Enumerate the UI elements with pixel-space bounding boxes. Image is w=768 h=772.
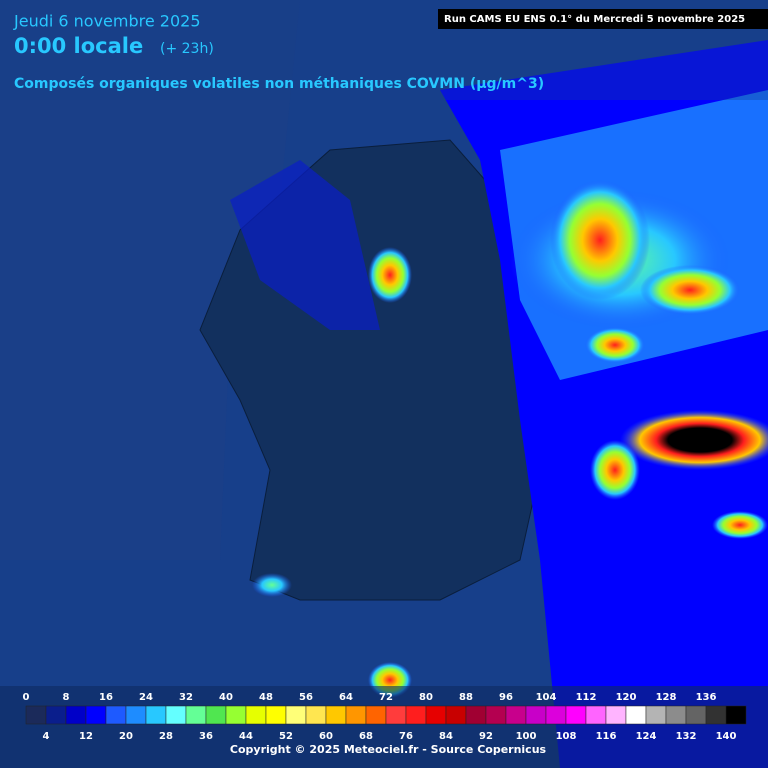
legend-swatch (85, 705, 107, 725)
legend-swatch (345, 705, 367, 725)
legend-label: 52 (279, 731, 293, 742)
legend-swatch (105, 705, 127, 725)
legend-label: 72 (379, 692, 393, 703)
legend-swatch (605, 705, 627, 725)
legend-swatch (365, 705, 387, 725)
legend-swatch (265, 705, 287, 725)
subtitle: Composés organiques volatiles non méthan… (14, 76, 544, 92)
hotspot (712, 511, 768, 539)
legend-swatch (165, 705, 187, 725)
legend-swatch (645, 705, 667, 725)
legend-swatch (685, 705, 707, 725)
legend-swatch (145, 705, 167, 725)
legend-label: 80 (419, 692, 433, 703)
legend-label: 84 (439, 731, 453, 742)
legend-swatch (305, 705, 327, 725)
legend-swatch (705, 705, 727, 725)
legend-label: 92 (479, 731, 493, 742)
legend-label: 48 (259, 692, 273, 703)
legend-label: 4 (43, 731, 50, 742)
legend-swatch (425, 705, 447, 725)
legend-swatch (565, 705, 587, 725)
hotspot (620, 410, 768, 470)
legend-label: 116 (596, 731, 617, 742)
legend-label: 128 (656, 692, 677, 703)
legend-swatch (205, 705, 227, 725)
legend-label: 12 (79, 731, 93, 742)
hotspot (550, 180, 650, 300)
run: Run CAMS EU ENS 0.1° du Mercredi 5 novem… (444, 14, 745, 25)
legend-label: 112 (576, 692, 597, 703)
legend-label: 60 (319, 731, 333, 742)
hotspot (368, 247, 412, 303)
legend-label: 96 (499, 692, 513, 703)
legend-label: 140 (716, 731, 737, 742)
legend-label: 100 (516, 731, 537, 742)
hotspot (585, 327, 645, 363)
legend-swatch (225, 705, 247, 725)
north-plume (230, 160, 380, 330)
legend-swatch (385, 705, 407, 725)
date: Jeudi 6 novembre 2025 (13, 12, 201, 31)
legend-swatch (525, 705, 547, 725)
legend-swatch (185, 705, 207, 725)
legend-swatch (625, 705, 647, 725)
legend-swatch (725, 705, 747, 725)
legend: 0481216202428323640444852566064687276808… (23, 692, 747, 742)
legend-label: 76 (399, 731, 413, 742)
legend-label: 56 (299, 692, 313, 703)
legend-swatch (485, 705, 507, 725)
hotspot (252, 573, 292, 597)
legend-label: 108 (556, 731, 577, 742)
hotspot (590, 440, 640, 500)
legend-swatch (445, 705, 467, 725)
legend-label: 120 (616, 692, 637, 703)
legend-label: 88 (459, 692, 473, 703)
legend-swatch (285, 705, 307, 725)
run-box (438, 9, 768, 29)
legend-swatch (325, 705, 347, 725)
legend-label: 132 (676, 731, 697, 742)
legend-swatch (585, 705, 607, 725)
offset: (+ 23h) (160, 41, 214, 57)
legend-swatch (405, 705, 427, 725)
legend-label: 64 (339, 692, 353, 703)
legend-swatch (505, 705, 527, 725)
legend-label: 124 (636, 731, 657, 742)
legend-label: 20 (119, 731, 133, 742)
legend-label: 24 (139, 692, 153, 703)
legend-label: 28 (159, 731, 173, 742)
legend-label: 104 (536, 692, 557, 703)
legend-label: 44 (239, 731, 253, 742)
hotspot (640, 265, 740, 315)
legend-swatch (665, 705, 687, 725)
legend-swatch (465, 705, 487, 725)
legend-swatch (65, 705, 87, 725)
legend-swatch (25, 705, 47, 725)
legend-label: 16 (99, 692, 113, 703)
legend-label: 32 (179, 692, 193, 703)
legend-swatch (245, 705, 267, 725)
legend-swatch (125, 705, 147, 725)
legend-swatch (545, 705, 567, 725)
copyright: Copyright © 2025 Meteociel.fr - Source C… (230, 743, 547, 756)
legend-label: 8 (63, 692, 70, 703)
legend-label: 136 (696, 692, 717, 703)
legend-label: 36 (199, 731, 213, 742)
ocean (0, 0, 300, 560)
legend-label: 40 (219, 692, 233, 703)
legend-label: 0 (23, 692, 30, 703)
legend-band (0, 686, 768, 768)
time: 0:00 locale (14, 34, 143, 58)
legend-label: 68 (359, 731, 373, 742)
legend-swatch (45, 705, 67, 725)
